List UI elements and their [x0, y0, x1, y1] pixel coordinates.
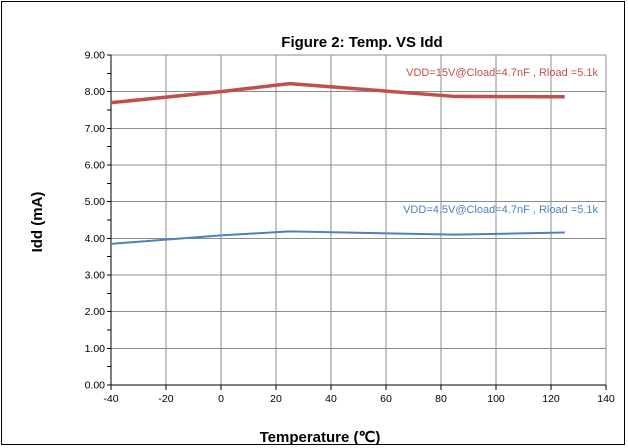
y-tick-label: 3.00 — [85, 270, 106, 282]
x-tick-label: 80 — [435, 393, 447, 405]
x-tick-label: 20 — [270, 393, 282, 405]
series-label-1: VDD=15V@Cload=4.7nF , Rload =5.1k — [406, 67, 598, 79]
series-layer — [110, 81, 565, 245]
y-tick-label: 6.00 — [85, 160, 106, 172]
label-layer: 0.00 1.00 2.00 3.00 4.00 5.00 6.00 7.00 8.00 9.00… — [85, 50, 615, 406]
x-tick-label: 60 — [380, 393, 392, 405]
series-label-2: VDD=4.5V@Cload=4.7nF , Rload =5.1k — [403, 204, 598, 216]
x-tick-label: 40 — [325, 393, 337, 405]
y-tick-label: 7.00 — [85, 123, 106, 135]
y-tick-label: 0.00 — [85, 380, 106, 392]
series-line-2 — [110, 230, 565, 245]
y-tick-label: 1.00 — [85, 343, 106, 355]
y-tick-label: 4.00 — [85, 233, 106, 245]
series-line-1 — [110, 81, 565, 105]
y-tick-label: 8.00 — [85, 86, 106, 98]
y-tick-label: 2.00 — [85, 306, 106, 318]
x-tick-label: -40 — [103, 393, 118, 405]
grid-layer — [111, 54, 607, 385]
y-axis-label: Idd (mA) — [29, 192, 46, 253]
axis-layer — [107, 54, 607, 390]
x-tick-label: 120 — [542, 393, 560, 405]
chart-title: Figure 2: Temp. VS Idd — [281, 34, 442, 51]
x-tick-label: -20 — [158, 393, 173, 405]
x-tick-label: 140 — [597, 393, 615, 405]
x-tick-label: 0 — [218, 393, 224, 405]
x-tick-label: 100 — [487, 393, 505, 405]
x-axis-label: Temperature (℃) — [260, 429, 381, 446]
y-tick-label: 5.00 — [85, 196, 106, 208]
y-tick-label: 9.00 — [85, 50, 106, 62]
